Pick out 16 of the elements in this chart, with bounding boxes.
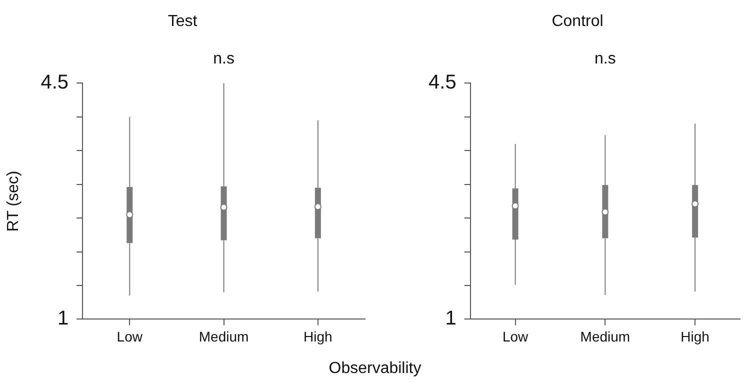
- x-tick-label: Low: [502, 328, 530, 344]
- x-tick-label: Medium: [580, 328, 630, 344]
- x-tick-label: Medium: [198, 328, 249, 344]
- x-tick-label: Low: [116, 328, 144, 344]
- x-tick-label: High: [304, 328, 332, 344]
- x-axis-title: Observability: [328, 360, 422, 378]
- y-tick-label: 1: [57, 308, 69, 330]
- y-tick-label: 1: [445, 308, 456, 330]
- text: n.s: [594, 50, 616, 68]
- y-tick-label: 4.5: [40, 72, 69, 94]
- y-tick-label: 4.5: [428, 72, 456, 94]
- y-axis-title: RT (sec): [5, 170, 22, 232]
- chart-title: Control: [552, 13, 604, 30]
- x-tick-label: High: [680, 328, 710, 344]
- chart-title: Test: [168, 13, 198, 30]
- text: n.s: [213, 50, 234, 68]
